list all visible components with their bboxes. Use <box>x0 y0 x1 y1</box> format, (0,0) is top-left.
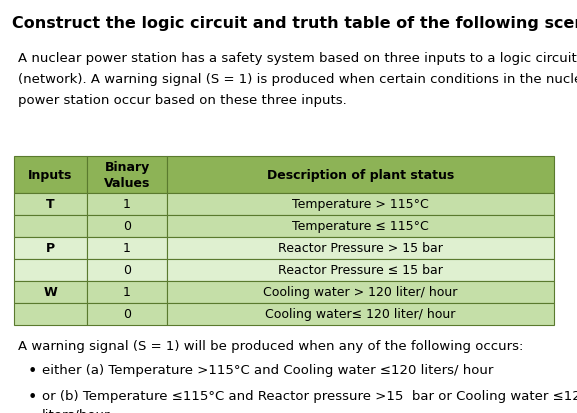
Text: Cooling water > 120 liter/ hour: Cooling water > 120 liter/ hour <box>263 286 458 299</box>
Text: Reactor Pressure ≤ 15 bar: Reactor Pressure ≤ 15 bar <box>278 264 443 277</box>
Text: Reactor Pressure > 15 bar: Reactor Pressure > 15 bar <box>278 242 443 255</box>
Text: W: W <box>44 286 57 299</box>
Bar <box>14 157 87 194</box>
Text: 0: 0 <box>123 308 131 321</box>
Text: T: T <box>46 198 55 211</box>
Bar <box>167 237 554 259</box>
Text: Binary
Values: Binary Values <box>104 161 150 190</box>
Bar <box>167 303 554 325</box>
Text: 0: 0 <box>123 264 131 277</box>
Text: (network). A warning signal (S = 1) is produced when certain conditions in the n: (network). A warning signal (S = 1) is p… <box>18 73 577 86</box>
Text: 1: 1 <box>123 198 131 211</box>
Bar <box>87 259 167 281</box>
Text: liters/hour: liters/hour <box>42 408 111 413</box>
Text: Temperature > 115°C: Temperature > 115°C <box>292 198 429 211</box>
Bar <box>14 303 87 325</box>
Bar <box>167 157 554 194</box>
Bar <box>87 303 167 325</box>
Text: P: P <box>46 242 55 255</box>
Text: Construct the logic circuit and truth table of the following scenario.: Construct the logic circuit and truth ta… <box>12 16 577 31</box>
Text: Inputs: Inputs <box>28 169 73 182</box>
Bar <box>14 194 87 216</box>
Text: •: • <box>28 363 38 378</box>
Text: 1: 1 <box>123 242 131 255</box>
Bar <box>87 281 167 303</box>
Text: Temperature ≤ 115°C: Temperature ≤ 115°C <box>292 220 429 233</box>
Text: Description of plant status: Description of plant status <box>267 169 454 182</box>
Bar <box>167 259 554 281</box>
Bar <box>87 216 167 237</box>
Bar <box>87 157 167 194</box>
Text: Cooling water≤ 120 liter/ hour: Cooling water≤ 120 liter/ hour <box>265 308 456 321</box>
Text: or (b) Temperature ≤115°C and Reactor pressure >15  bar or Cooling water ≤120: or (b) Temperature ≤115°C and Reactor pr… <box>42 389 577 402</box>
Text: either (a) Temperature >115°C and Cooling water ≤120 liters/ hour: either (a) Temperature >115°C and Coolin… <box>42 363 493 376</box>
Text: 0: 0 <box>123 220 131 233</box>
Bar <box>167 216 554 237</box>
Text: A nuclear power station has a safety system based on three inputs to a logic cir: A nuclear power station has a safety sys… <box>18 52 577 65</box>
Bar <box>87 194 167 216</box>
Bar <box>167 281 554 303</box>
Bar <box>14 216 87 237</box>
Text: power station occur based on these three inputs.: power station occur based on these three… <box>18 94 347 107</box>
Bar <box>14 237 87 259</box>
Bar <box>14 281 87 303</box>
Text: A warning signal (S = 1) will be produced when any of the following occurs:: A warning signal (S = 1) will be produce… <box>18 339 523 352</box>
Bar <box>87 237 167 259</box>
Bar <box>14 259 87 281</box>
Text: 1: 1 <box>123 286 131 299</box>
Bar <box>167 194 554 216</box>
Text: •: • <box>28 389 38 404</box>
